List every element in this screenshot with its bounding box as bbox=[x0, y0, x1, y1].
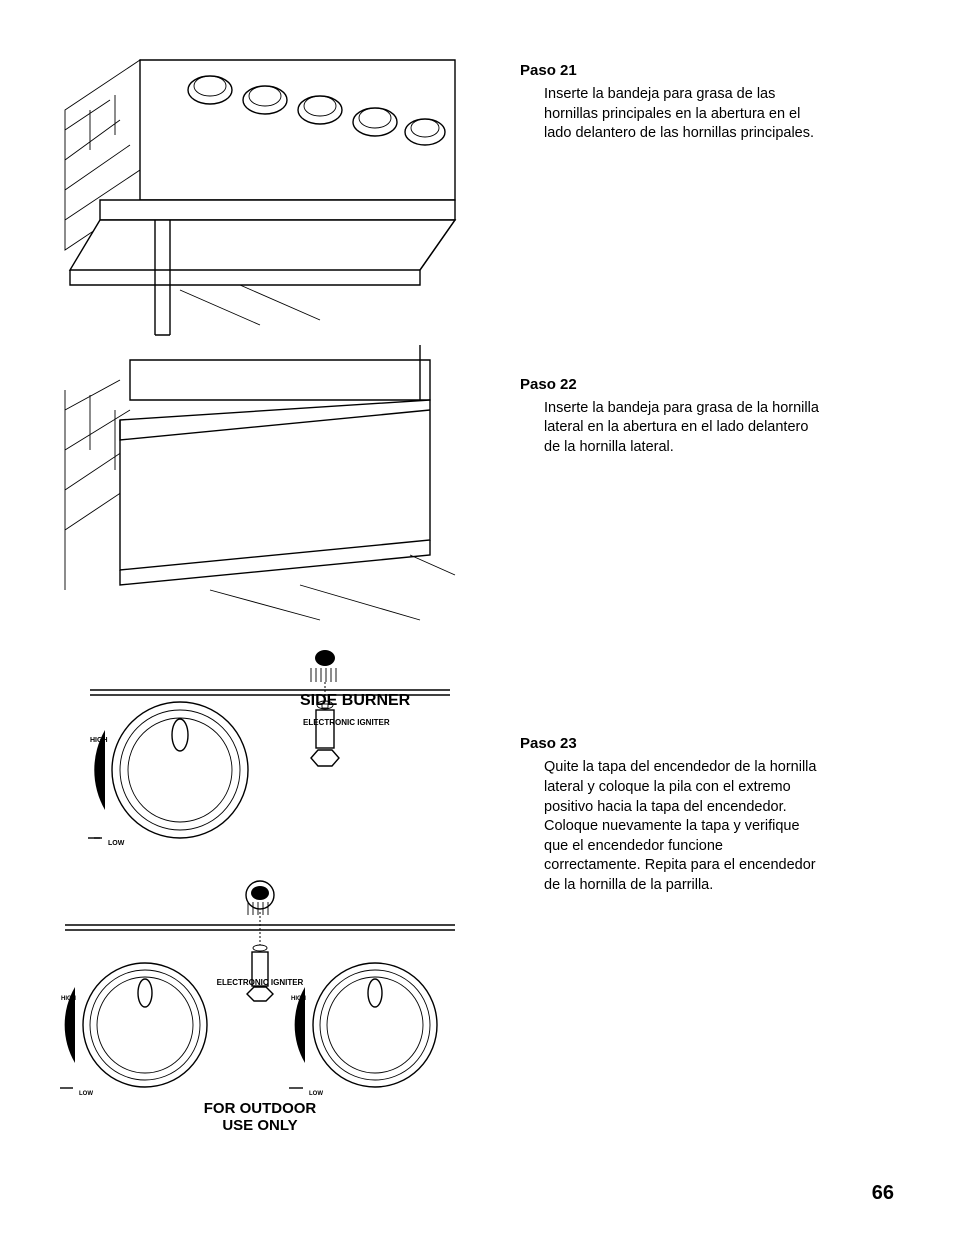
label-electronic-igniter-2: ELECTRONIC IGNITER bbox=[217, 978, 304, 987]
label-electronic-igniter-1: ELECTRONIC IGNITER bbox=[303, 718, 390, 727]
label-high-l: HIGH bbox=[61, 996, 76, 1002]
instruction-column: Paso 21 Inserte la bandeja para grasa de… bbox=[520, 50, 894, 1195]
illustration-step-23b: ELECTRONIC IGNITER HIGH LOW bbox=[60, 870, 460, 1140]
step-21-title: Paso 21 bbox=[520, 62, 894, 79]
spacer bbox=[520, 144, 894, 376]
label-low-l: LOW bbox=[79, 1091, 93, 1097]
page-number: 66 bbox=[872, 1182, 894, 1205]
label-for-outdoor: FOR OUTDOOR bbox=[204, 1100, 317, 1117]
illustration-step-21 bbox=[60, 50, 460, 340]
label-high: HIGH bbox=[90, 737, 108, 744]
step-21-body: Inserte la bandeja para grasa de las hor… bbox=[520, 85, 820, 144]
step-21: Paso 21 Inserte la bandeja para grasa de… bbox=[520, 62, 894, 144]
step-22-body: Inserte la bandeja para grasa de la horn… bbox=[520, 399, 820, 458]
label-use-only: USE ONLY bbox=[222, 1117, 297, 1134]
spacer bbox=[520, 457, 894, 735]
step-23: Paso 23 Quite la tapa del encendedor de … bbox=[520, 735, 894, 895]
step-22: Paso 22 Inserte la bandeja para grasa de… bbox=[520, 376, 894, 458]
illustration-step-22 bbox=[60, 340, 460, 630]
illustration-column: HIGH LOW bbox=[60, 50, 460, 1195]
step-23-title: Paso 23 bbox=[520, 735, 894, 752]
label-high-r: HIGH bbox=[291, 996, 306, 1002]
label-low: LOW bbox=[108, 840, 125, 847]
label-side-burner: SIDE BURNER bbox=[300, 692, 411, 709]
label-low-r: LOW bbox=[309, 1091, 323, 1097]
illustration-step-23: HIGH LOW bbox=[60, 630, 460, 870]
step-23-body: Quite la tapa del encendedor de la horni… bbox=[520, 758, 820, 895]
step-22-title: Paso 22 bbox=[520, 376, 894, 393]
